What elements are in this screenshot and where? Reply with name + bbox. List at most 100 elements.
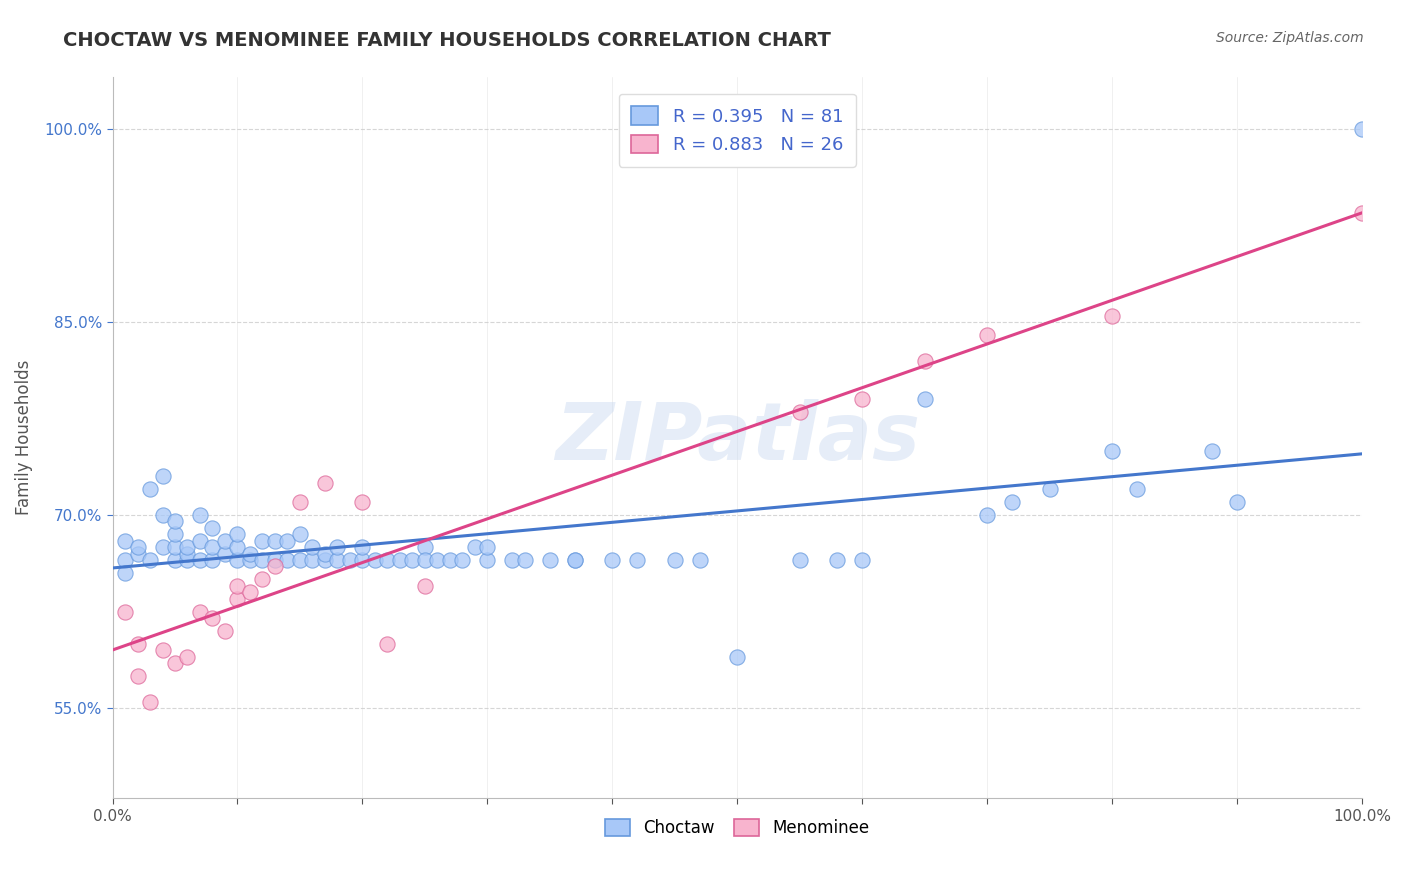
Point [339, 553, 361, 567]
Point [464, 540, 486, 554]
Y-axis label: Family Households: Family Households [15, 360, 32, 516]
Point [139, 483, 162, 497]
Point [214, 533, 236, 548]
Text: CHOCTAW VS MENOMINEE FAMILY HOUSEHOLDS CORRELATION CHART: CHOCTAW VS MENOMINEE FAMILY HOUSEHOLDS C… [63, 31, 831, 50]
Point [301, 540, 323, 554]
Point [602, 553, 624, 567]
Point [1039, 483, 1062, 497]
Point [664, 553, 686, 567]
Point [163, 515, 186, 529]
Point [451, 553, 474, 567]
Point [127, 540, 149, 554]
Point [201, 540, 224, 554]
Point [1226, 495, 1249, 509]
Point [276, 533, 298, 548]
Point [377, 553, 399, 567]
Point [252, 533, 274, 548]
Point [152, 643, 174, 657]
Point [352, 540, 374, 554]
Point [314, 475, 336, 490]
Point [976, 327, 998, 342]
Text: Source: ZipAtlas.com: Source: ZipAtlas.com [1216, 31, 1364, 45]
Point [226, 579, 249, 593]
Point [163, 553, 186, 567]
Point [176, 547, 198, 561]
Point [1351, 205, 1374, 219]
Point [264, 533, 287, 548]
Point [152, 508, 174, 522]
Point [326, 540, 349, 554]
Point [851, 553, 873, 567]
Point [725, 649, 748, 664]
Point [477, 553, 499, 567]
Point [114, 553, 136, 567]
Point [538, 553, 561, 567]
Point [114, 533, 136, 548]
Point [413, 579, 436, 593]
Point [163, 527, 186, 541]
Point [288, 553, 311, 567]
Point [413, 540, 436, 554]
Point [226, 591, 249, 606]
Point [127, 637, 149, 651]
Point [188, 533, 211, 548]
Point [127, 547, 149, 561]
Point [176, 540, 198, 554]
Point [239, 585, 262, 599]
Point [288, 495, 311, 509]
Point [976, 508, 998, 522]
Point [564, 553, 586, 567]
Point [127, 669, 149, 683]
Point [276, 553, 298, 567]
Point [352, 495, 374, 509]
Point [914, 353, 936, 368]
Legend: Choctaw, Menominee: Choctaw, Menominee [598, 813, 876, 844]
Point [326, 553, 349, 567]
Point [314, 547, 336, 561]
Point [163, 656, 186, 670]
Point [226, 527, 249, 541]
Point [851, 392, 873, 407]
Point [139, 695, 162, 709]
Point [825, 553, 848, 567]
Point [789, 405, 811, 419]
Point [288, 527, 311, 541]
Point [388, 553, 411, 567]
Point [501, 553, 523, 567]
Point [152, 469, 174, 483]
Point [239, 547, 262, 561]
Point [364, 553, 387, 567]
Point [401, 553, 423, 567]
Point [413, 553, 436, 567]
Point [352, 553, 374, 567]
Point [439, 553, 461, 567]
Point [626, 553, 648, 567]
Point [1101, 309, 1123, 323]
Point [114, 605, 136, 619]
Point [426, 553, 449, 567]
Point [201, 611, 224, 625]
Point [377, 637, 399, 651]
Point [1101, 443, 1123, 458]
Point [201, 521, 224, 535]
Point [1351, 122, 1374, 136]
Point [914, 392, 936, 407]
Point [214, 547, 236, 561]
Text: ZIPatlas: ZIPatlas [555, 399, 920, 477]
Point [264, 553, 287, 567]
Point [1201, 443, 1223, 458]
Point [188, 553, 211, 567]
Point [188, 508, 211, 522]
Point [301, 553, 323, 567]
Point [214, 624, 236, 638]
Point [477, 540, 499, 554]
Point [564, 553, 586, 567]
Point [1001, 495, 1024, 509]
Point [139, 553, 162, 567]
Point [188, 605, 211, 619]
Point [176, 649, 198, 664]
Point [252, 573, 274, 587]
Point [163, 540, 186, 554]
Point [1126, 483, 1149, 497]
Point [114, 566, 136, 580]
